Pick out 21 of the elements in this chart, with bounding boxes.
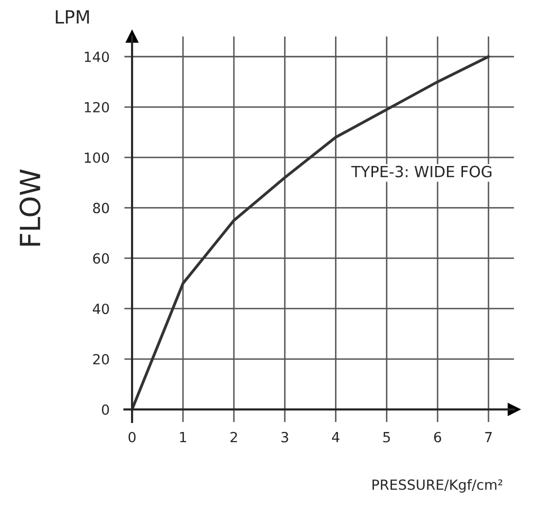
- x-tick-label: 4: [332, 432, 340, 442]
- x-tick-label: 1: [180, 432, 186, 442]
- y-tick-label: 40: [92, 304, 109, 314]
- y-tick-label: 0: [102, 404, 109, 415]
- y-tick-label: 140: [84, 52, 109, 62]
- y-tick-label: 100: [84, 152, 109, 163]
- line-series: [130, 55, 490, 411]
- annotation: TYPE-3: WIDE FOG: [351, 166, 492, 178]
- x-tick-label: 7: [485, 432, 492, 442]
- y-tick-label: 120: [84, 102, 109, 112]
- text: LPM: [56, 10, 89, 24]
- y-tick-label: 60: [93, 253, 109, 264]
- x-tick-label: 5: [383, 432, 390, 442]
- y-tick-label: 80: [93, 202, 109, 214]
- x-tick-label: 6: [434, 432, 442, 442]
- x-axis-title: PRESSURE/Kgf/cm²: [372, 479, 502, 493]
- y-tick-label: 20: [93, 354, 109, 364]
- x-tick-label: 0: [128, 432, 136, 442]
- x-tick-label: 3: [281, 432, 288, 442]
- y-axis-title: FLOW: [20, 169, 41, 246]
- x-tick-label: 2: [230, 432, 237, 442]
